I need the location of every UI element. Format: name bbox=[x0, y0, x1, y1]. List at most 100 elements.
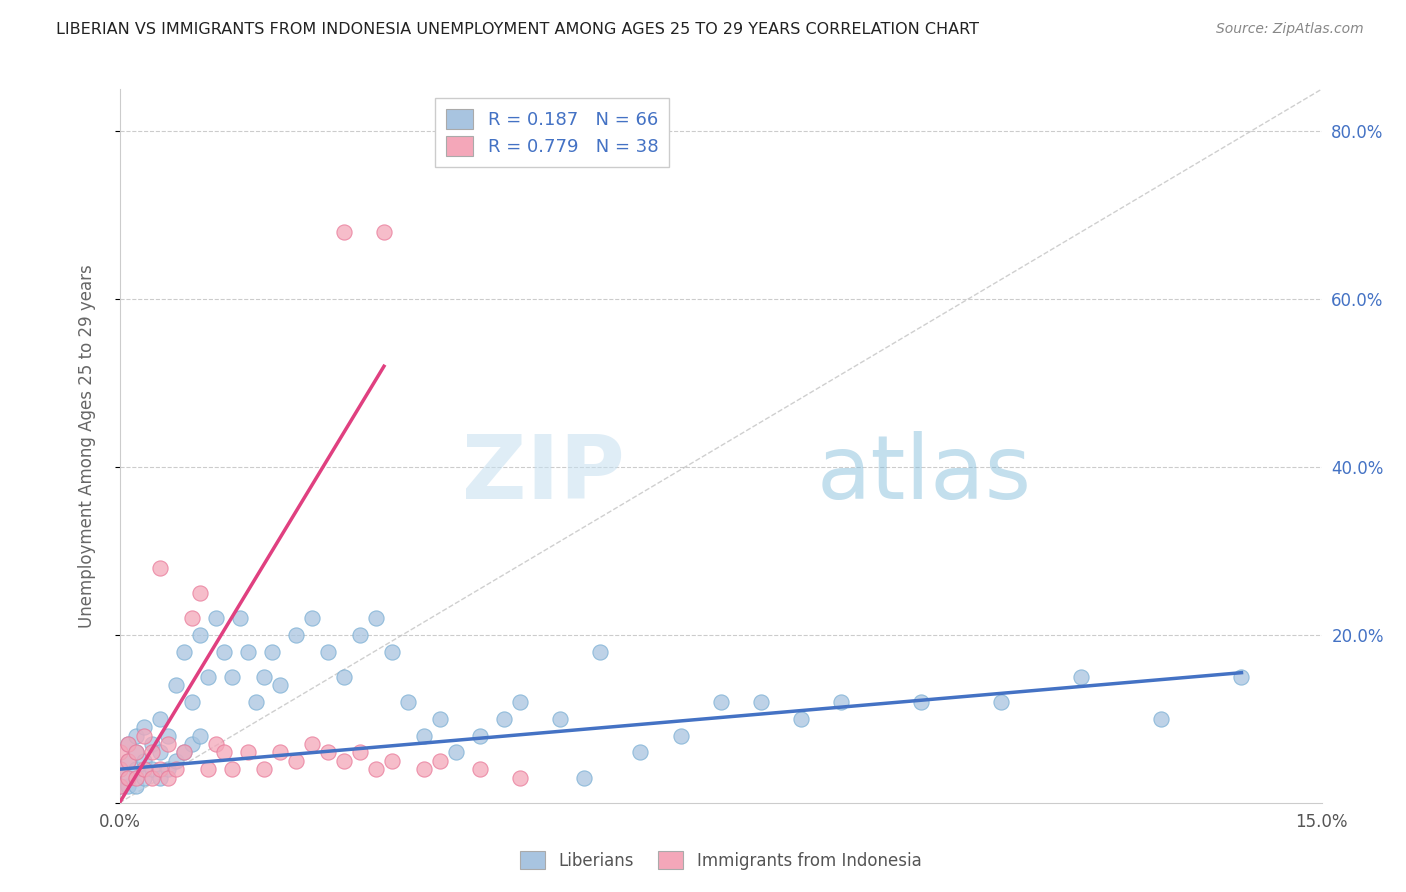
Point bbox=[180, 737, 202, 751]
Point bbox=[333, 754, 356, 768]
Point bbox=[165, 678, 187, 692]
Point bbox=[221, 670, 243, 684]
Point bbox=[132, 771, 155, 785]
Point bbox=[173, 746, 195, 760]
Point bbox=[550, 712, 572, 726]
Point bbox=[124, 762, 146, 776]
Point bbox=[468, 762, 492, 776]
Point bbox=[236, 746, 259, 760]
Point bbox=[156, 737, 179, 751]
Point bbox=[117, 737, 139, 751]
Point bbox=[830, 695, 852, 709]
Point bbox=[396, 695, 419, 709]
Point bbox=[117, 754, 139, 768]
Point bbox=[141, 771, 163, 785]
Point bbox=[124, 729, 146, 743]
Point bbox=[349, 628, 371, 642]
Point bbox=[364, 611, 387, 625]
Point bbox=[253, 670, 276, 684]
Point bbox=[108, 779, 131, 793]
Point bbox=[316, 746, 339, 760]
Point bbox=[349, 746, 371, 760]
Point bbox=[141, 737, 163, 751]
Point bbox=[132, 720, 155, 734]
Point bbox=[117, 771, 139, 785]
Point bbox=[284, 754, 307, 768]
Point bbox=[1070, 670, 1092, 684]
Point bbox=[149, 560, 172, 574]
Point bbox=[260, 645, 283, 659]
Point bbox=[197, 670, 219, 684]
Point bbox=[494, 712, 516, 726]
Point bbox=[141, 746, 163, 760]
Point bbox=[117, 779, 139, 793]
Point bbox=[284, 628, 307, 642]
Text: ZIP: ZIP bbox=[461, 431, 624, 518]
Point bbox=[117, 737, 139, 751]
Point bbox=[149, 762, 172, 776]
Point bbox=[156, 729, 179, 743]
Point bbox=[108, 762, 131, 776]
Point bbox=[468, 729, 492, 743]
Point bbox=[124, 746, 146, 760]
Point bbox=[709, 695, 731, 709]
Point bbox=[669, 729, 692, 743]
Point bbox=[990, 695, 1012, 709]
Point bbox=[574, 771, 596, 785]
Point bbox=[333, 670, 356, 684]
Point bbox=[117, 754, 139, 768]
Point bbox=[117, 771, 139, 785]
Point bbox=[269, 746, 291, 760]
Point bbox=[316, 645, 339, 659]
Y-axis label: Unemployment Among Ages 25 to 29 years: Unemployment Among Ages 25 to 29 years bbox=[77, 264, 96, 628]
Point bbox=[149, 771, 172, 785]
Point bbox=[301, 737, 323, 751]
Point bbox=[381, 645, 404, 659]
Point bbox=[212, 746, 235, 760]
Point bbox=[173, 746, 195, 760]
Point bbox=[149, 712, 172, 726]
Text: Source: ZipAtlas.com: Source: ZipAtlas.com bbox=[1216, 22, 1364, 37]
Point bbox=[228, 611, 252, 625]
Point bbox=[108, 746, 131, 760]
Point bbox=[589, 645, 612, 659]
Point bbox=[132, 762, 155, 776]
Point bbox=[749, 695, 772, 709]
Point bbox=[373, 225, 395, 239]
Point bbox=[204, 737, 226, 751]
Point bbox=[1230, 670, 1253, 684]
Legend: Liberians, Immigrants from Indonesia: Liberians, Immigrants from Indonesia bbox=[513, 845, 928, 877]
Point bbox=[301, 611, 323, 625]
Point bbox=[197, 762, 219, 776]
Point bbox=[790, 712, 813, 726]
Point bbox=[180, 611, 202, 625]
Point bbox=[364, 762, 387, 776]
Point bbox=[149, 746, 172, 760]
Point bbox=[509, 695, 531, 709]
Point bbox=[269, 678, 291, 692]
Text: LIBERIAN VS IMMIGRANTS FROM INDONESIA UNEMPLOYMENT AMONG AGES 25 TO 29 YEARS COR: LIBERIAN VS IMMIGRANTS FROM INDONESIA UN… bbox=[56, 22, 979, 37]
Text: atlas: atlas bbox=[817, 431, 1032, 518]
Point bbox=[413, 729, 436, 743]
Point bbox=[124, 771, 146, 785]
Point bbox=[180, 695, 202, 709]
Point bbox=[141, 762, 163, 776]
Point bbox=[165, 762, 187, 776]
Point bbox=[132, 754, 155, 768]
Point bbox=[132, 729, 155, 743]
Point bbox=[124, 779, 146, 793]
Point bbox=[630, 746, 652, 760]
Point bbox=[108, 762, 131, 776]
Point bbox=[173, 645, 195, 659]
Point bbox=[236, 645, 259, 659]
Point bbox=[204, 611, 226, 625]
Point bbox=[253, 762, 276, 776]
Point bbox=[444, 746, 467, 760]
Point bbox=[212, 645, 235, 659]
Point bbox=[156, 771, 179, 785]
Point bbox=[165, 754, 187, 768]
Point bbox=[188, 586, 211, 600]
Point bbox=[124, 746, 146, 760]
Point bbox=[429, 754, 451, 768]
Point bbox=[156, 762, 179, 776]
